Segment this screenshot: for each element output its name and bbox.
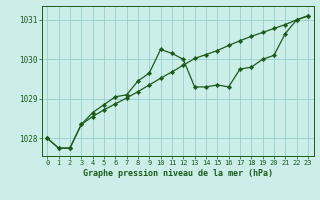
X-axis label: Graphe pression niveau de la mer (hPa): Graphe pression niveau de la mer (hPa): [83, 169, 273, 178]
